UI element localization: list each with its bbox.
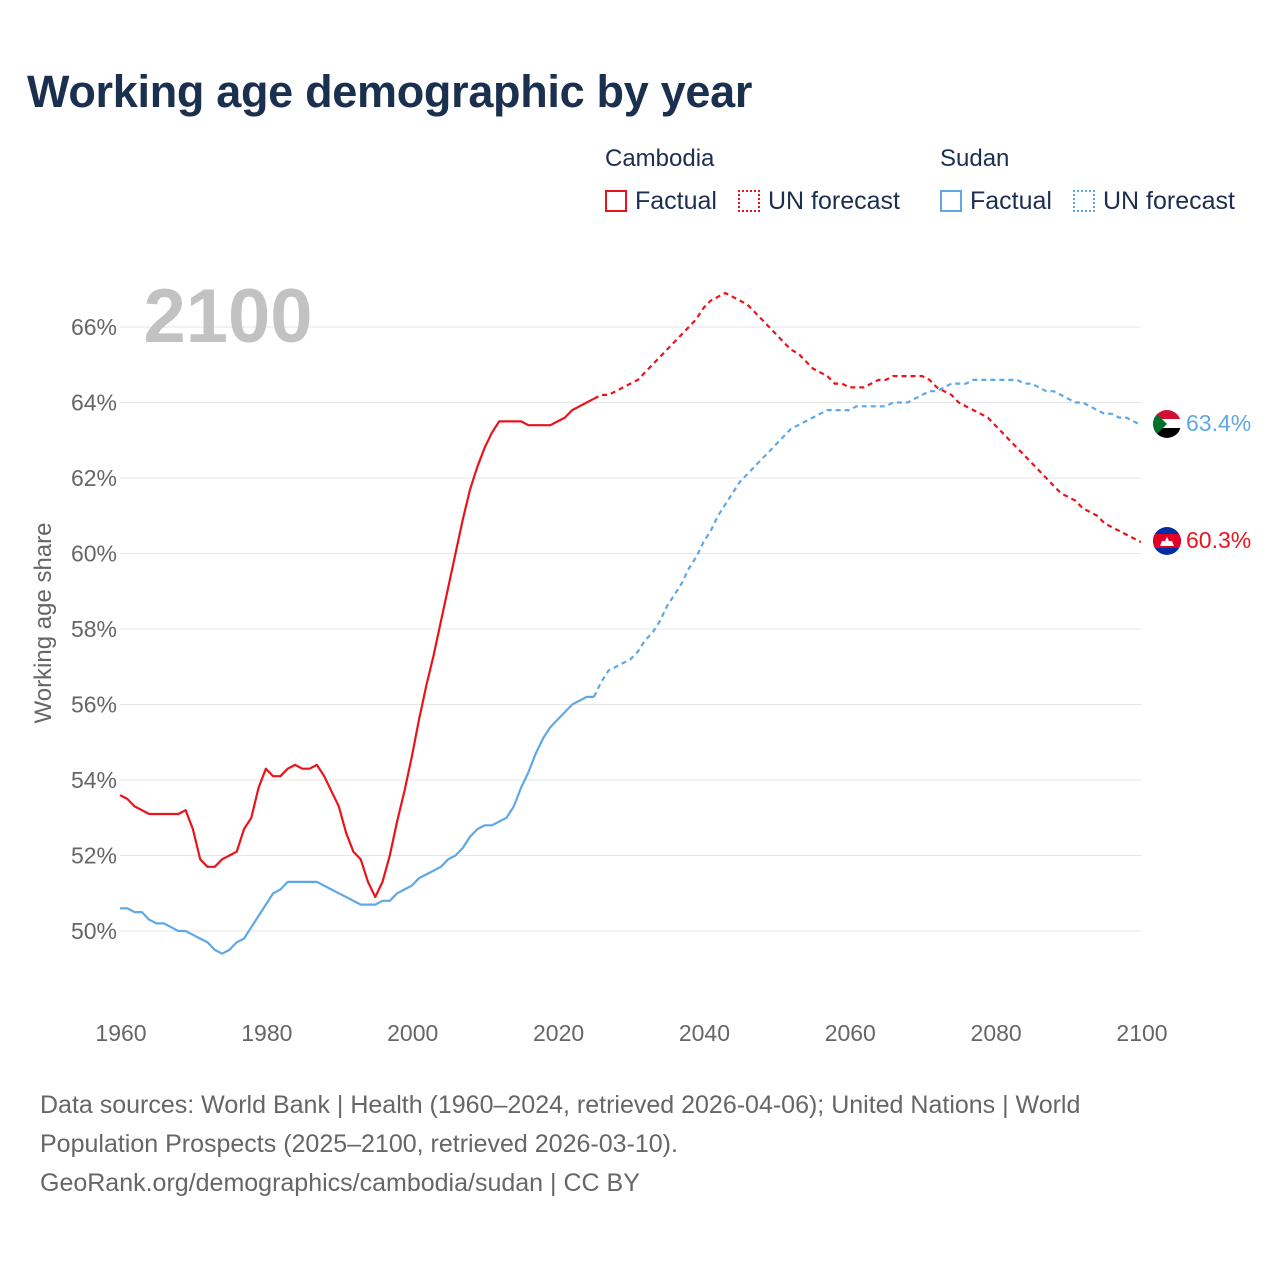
y-tick-label: 60% — [71, 541, 117, 567]
y-tick-label: 54% — [71, 767, 117, 793]
legend-label-sudan-forecast: UN forecast — [1103, 186, 1235, 215]
year-watermark: 2100 — [143, 274, 312, 359]
legend-swatch-cambodia-forecast — [738, 190, 760, 212]
source-note: Data sources: World Bank | Health (1960–… — [40, 1086, 1180, 1203]
legend-label-cambodia-factual: Factual — [635, 186, 717, 215]
line-chart: 2100 50% 52% 54% 56% 58% 60% 62% 64% 66% 1960 198… — [30, 274, 1251, 1046]
x-axis-ticks: 1960 1980 2000 2020 2040 2060 2080 2100 — [95, 1020, 1167, 1046]
series-line-cambodia-factual[interactable] — [119, 397, 595, 899]
grid-lines — [120, 326, 1141, 932]
end-label-sudan: 63.4% — [1186, 410, 1251, 436]
x-tick-label: 2040 — [679, 1020, 730, 1046]
chart-title: Working age demographic by year — [27, 66, 753, 117]
y-tick-label: 62% — [71, 465, 117, 491]
x-tick-label: 2060 — [825, 1020, 876, 1046]
series-line-cambodia-forecast[interactable] — [593, 291, 1142, 544]
series-lines — [119, 291, 1142, 955]
legend-item-cambodia-forecast[interactable]: UN forecast — [738, 186, 900, 216]
y-tick-label: 56% — [71, 692, 117, 718]
series-line-sudan-factual[interactable] — [120, 695, 594, 955]
legend-item-sudan-factual[interactable]: Factual — [940, 186, 1052, 216]
source-line-1: Data sources: World Bank | Health (1960–… — [40, 1091, 1081, 1119]
y-tick-label: 64% — [71, 390, 117, 416]
y-tick-label: 50% — [71, 918, 117, 944]
legend-label-cambodia-forecast: UN forecast — [768, 186, 900, 215]
sudan-flag-icon — [1153, 410, 1181, 438]
y-axis-ticks: 50% 52% 54% 56% 58% 60% 62% 64% 66% — [71, 314, 117, 944]
y-tick-label: 58% — [71, 616, 117, 642]
source-line-2: Population Prospects (2025–2100, retriev… — [40, 1130, 678, 1158]
y-tick-label: 52% — [71, 843, 117, 869]
series-line-sudan-forecast[interactable] — [593, 378, 1142, 698]
y-tick-label: 66% — [71, 314, 117, 340]
y-axis-label: Working age share — [30, 523, 57, 724]
legend-item-sudan-forecast[interactable]: UN forecast — [1073, 186, 1235, 216]
end-label-cambodia: 60.3% — [1186, 527, 1251, 553]
legend-group-cambodia: Cambodia — [605, 145, 715, 172]
x-tick-label: 2020 — [533, 1020, 584, 1046]
x-tick-label: 2000 — [387, 1020, 438, 1046]
x-tick-label: 1980 — [241, 1020, 292, 1046]
legend-label-sudan-factual: Factual — [970, 186, 1052, 215]
cambodia-flag-icon — [1153, 527, 1181, 555]
legend-swatch-sudan-factual — [940, 190, 962, 212]
legend-swatch-sudan-forecast — [1073, 190, 1095, 212]
legend-group-sudan: Sudan — [940, 145, 1010, 172]
x-tick-label: 2080 — [971, 1020, 1022, 1046]
source-attribution-link[interactable]: GeoRank.org/demographics/cambodia/sudan … — [40, 1169, 640, 1197]
x-tick-label: 1960 — [95, 1020, 146, 1046]
legend-item-cambodia-factual[interactable]: Factual — [605, 186, 717, 216]
x-tick-label: 2100 — [1116, 1020, 1167, 1046]
legend-swatch-cambodia-factual — [605, 190, 627, 212]
